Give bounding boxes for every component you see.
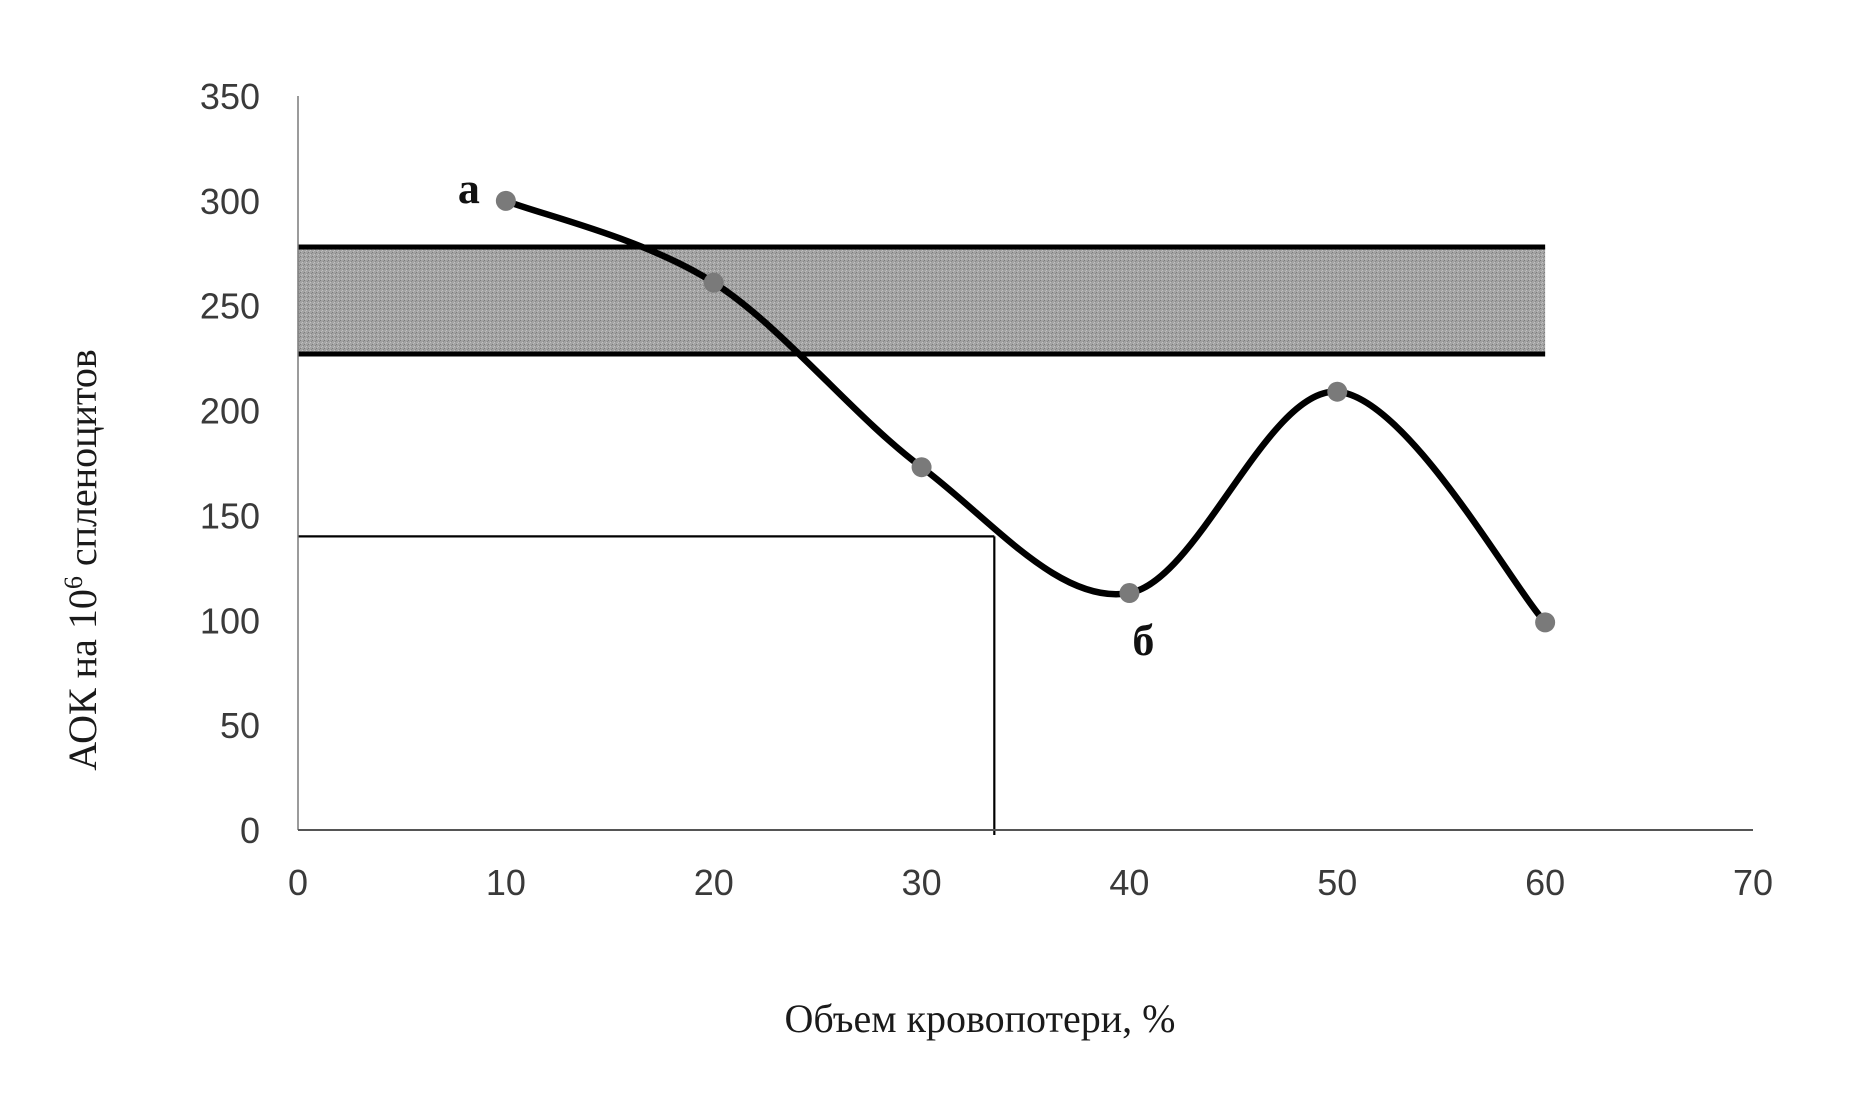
data-point-20 [703, 272, 724, 293]
y-tick-label: 150 [200, 495, 260, 536]
data-point-40 [1119, 583, 1140, 604]
point-annotation: б [1132, 616, 1154, 665]
annotations-layer: аб [458, 164, 1155, 665]
x-tick-label: 50 [1317, 862, 1357, 903]
x-tick-label: 60 [1525, 862, 1565, 903]
data-point-30 [911, 457, 932, 478]
y-tick-label: 350 [200, 76, 260, 117]
y-axis-title-superscript: 6 [59, 576, 88, 589]
x-tick-label: 70 [1733, 862, 1773, 903]
x-tick-label: 10 [486, 862, 526, 903]
y-axis-title-rest: спленоцитов [60, 349, 105, 576]
x-tick-label: 20 [694, 862, 734, 903]
reference-lines-layer [298, 535, 996, 835]
tick-labels-layer: 0 10 20 30 40 50 60 70 0 50 100 150 200 250 300 350 [200, 76, 1773, 903]
data-point-50 [1327, 381, 1348, 402]
y-tick-label: 200 [200, 391, 260, 432]
point-annotation: а [458, 164, 480, 213]
y-axis-title-main: АОК на 10 [60, 589, 105, 771]
x-tick-label: 40 [1109, 862, 1149, 903]
data-point-10 [495, 190, 516, 211]
y-tick-label: 250 [200, 286, 260, 327]
normal-range-band [298, 246, 1546, 354]
y-tick-label: 0 [240, 810, 260, 851]
y-tick-label: 100 [200, 600, 260, 641]
normal-range-band-layer [298, 244, 1546, 357]
x-tick-label: 0 [288, 862, 308, 903]
y-tick-label: 50 [220, 705, 260, 746]
series-line [502, 197, 1549, 626]
x-axis-title: Объем кровопотери, % [785, 996, 1176, 1041]
x-tick-label: 30 [902, 862, 942, 903]
axes-layer [297, 96, 1753, 831]
y-axis-title: АОК на 106 спленоцитов [59, 349, 105, 771]
y-tick-label: 300 [200, 181, 260, 222]
series-layer [495, 190, 1556, 633]
data-point-60 [1535, 612, 1556, 633]
